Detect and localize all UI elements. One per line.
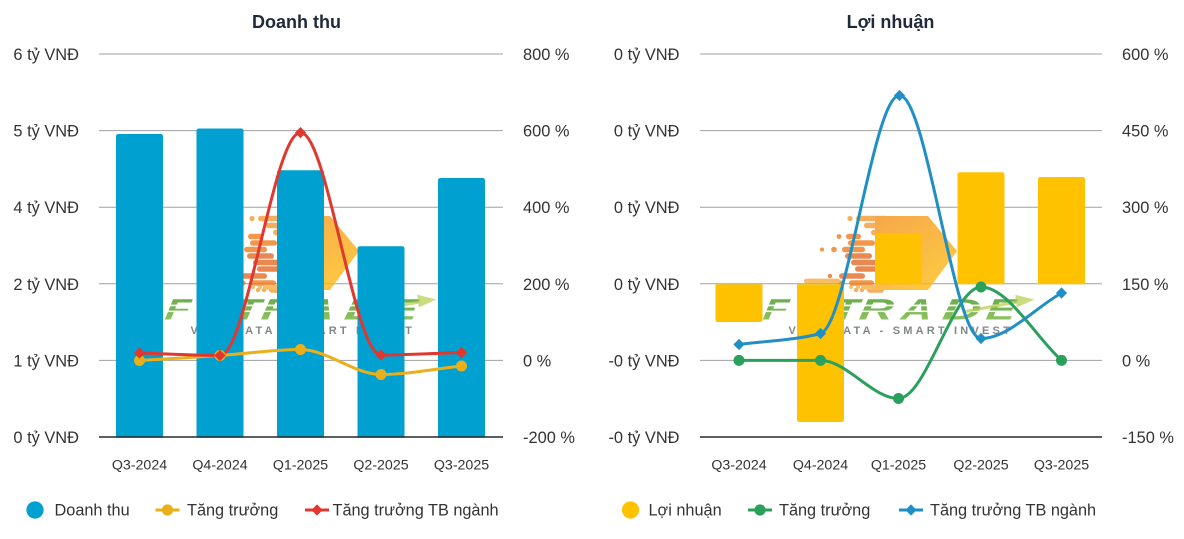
svg-text:0 tỷ VNĐ: 0 tỷ VNĐ [614,199,680,217]
svg-text:-0 tỷ VNĐ: -0 tỷ VNĐ [608,429,679,447]
svg-text:600 %: 600 % [1122,46,1168,64]
svg-text:0 tỷ VNĐ: 0 tỷ VNĐ [614,123,680,141]
svg-text:Tăng trưởng: Tăng trưởng [779,502,870,520]
svg-text:F: F [163,294,194,327]
svg-text:450 %: 450 % [1122,123,1168,141]
svg-text:0 tỷ VNĐ: 0 tỷ VNĐ [13,429,79,447]
svg-text:200 %: 200 % [523,276,569,294]
svg-text:0 tỷ VNĐ: 0 tỷ VNĐ [614,46,680,64]
svg-text:1 tỷ VNĐ: 1 tỷ VNĐ [13,352,79,370]
svg-text:Tăng trưởng: Tăng trưởng [187,502,278,520]
svg-text:-200 %: -200 % [523,429,575,447]
svg-text:-0 tỷ VNĐ: -0 tỷ VNĐ [608,352,679,370]
svg-text:Q2-2025: Q2-2025 [353,458,408,474]
svg-text:0 %: 0 % [1122,352,1150,370]
svg-text:Q3-2024: Q3-2024 [112,458,167,474]
svg-text:Tăng trưởng TB ngành: Tăng trưởng TB ngành [333,502,499,520]
svg-text:300 %: 300 % [1122,199,1168,217]
svg-text:Q4-2024: Q4-2024 [192,458,247,474]
svg-text:Tăng trưởng TB ngành: Tăng trưởng TB ngành [930,502,1096,520]
svg-text:600 %: 600 % [523,123,569,141]
svg-text:Doanh thu: Doanh thu [252,12,341,32]
svg-text:Lợi nhuận: Lợi nhuận [649,502,722,520]
svg-text:0 tỷ VNĐ: 0 tỷ VNĐ [614,276,680,294]
svg-text:5 tỷ VNĐ: 5 tỷ VNĐ [13,123,79,141]
svg-text:Q1-2025: Q1-2025 [871,458,926,474]
svg-text:Q3-2024: Q3-2024 [711,458,766,474]
svg-text:4 tỷ VNĐ: 4 tỷ VNĐ [13,199,79,217]
svg-text:Q1-2025: Q1-2025 [273,458,328,474]
svg-text:R: R [857,294,897,327]
svg-text:F: F [761,294,792,327]
svg-text:A: A [898,294,935,327]
svg-text:Q3-2025: Q3-2025 [434,458,489,474]
svg-text:Q4-2024: Q4-2024 [793,458,848,474]
svg-text:400 %: 400 % [523,199,569,217]
svg-text:E: E [984,294,1019,327]
svg-text:Q3-2025: Q3-2025 [1034,458,1089,474]
svg-text:6 tỷ VNĐ: 6 tỷ VNĐ [13,46,79,64]
svg-text:0 %: 0 % [523,352,551,370]
svg-text:Lợi nhuận: Lợi nhuận [847,12,935,32]
svg-text:Doanh thu: Doanh thu [55,502,130,520]
svg-text:150 %: 150 % [1122,276,1168,294]
svg-text:800 %: 800 % [523,46,569,64]
svg-text:Q2-2025: Q2-2025 [953,458,1008,474]
svg-text:-150 %: -150 % [1122,429,1174,447]
svg-text:2 tỷ VNĐ: 2 tỷ VNĐ [13,276,79,294]
